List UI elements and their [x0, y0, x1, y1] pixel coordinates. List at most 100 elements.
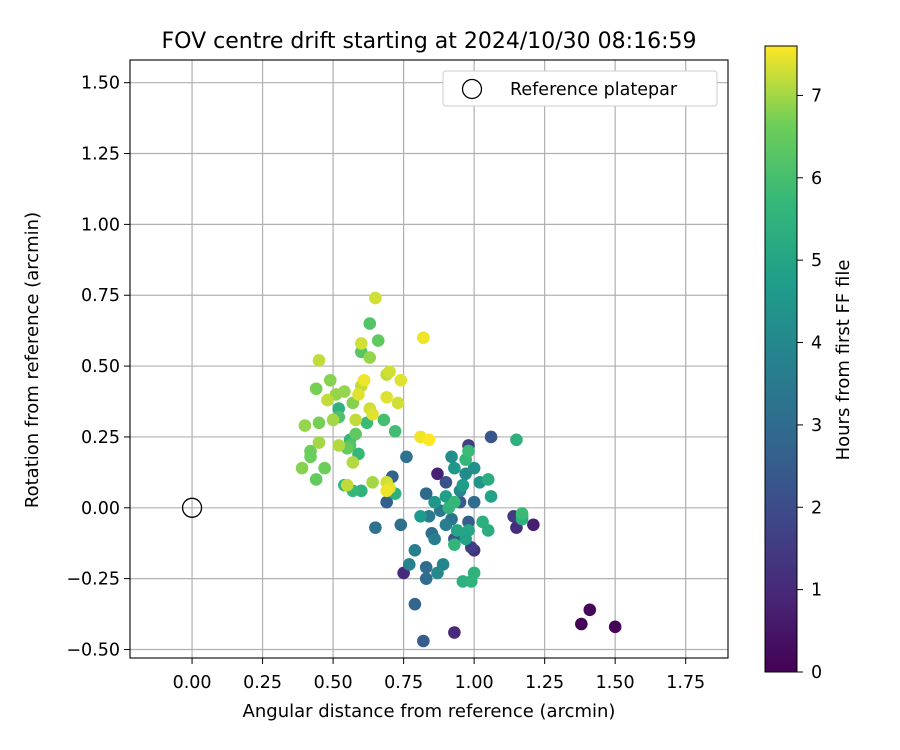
data-point — [419, 561, 433, 574]
colorbar-tick-label: 2 — [811, 498, 822, 518]
colorbar-tick-label: 0 — [811, 663, 822, 683]
data-point — [467, 495, 481, 509]
data-point — [608, 620, 622, 634]
y-tick-label: 1.25 — [81, 145, 120, 165]
data-point — [394, 518, 408, 532]
legend-marker-icon — [461, 78, 483, 100]
colorbar-tick-label: 1 — [811, 581, 822, 601]
reference-layer — [181, 497, 203, 518]
data-point — [417, 634, 430, 648]
data-point — [312, 436, 326, 449]
y-tick-label: 0.00 — [81, 499, 120, 519]
data-point — [349, 413, 362, 427]
y-tick-label: 0.25 — [81, 428, 120, 448]
colorbar: 0 1 2 3 4 5 6 7 — [764, 45, 822, 683]
data-point — [363, 317, 377, 330]
reference-point-marker — [181, 497, 203, 518]
data-point — [467, 461, 481, 475]
colorbar-gradient — [764, 45, 798, 673]
data-point — [321, 393, 334, 407]
data-point — [394, 373, 408, 387]
colorbar-label: Hours from first FF file — [833, 260, 854, 461]
data-point — [439, 518, 453, 532]
data-point — [349, 427, 362, 441]
y-tick-label: 1.00 — [81, 215, 120, 235]
colorbar-tick-label: 6 — [811, 169, 822, 189]
x-tick-label: 1.50 — [596, 673, 635, 693]
data-point — [417, 331, 430, 345]
data-point — [484, 430, 498, 444]
data-point — [383, 365, 396, 379]
data-point — [428, 532, 441, 546]
data-point — [352, 388, 365, 401]
y-axis-label: Rotation from reference (arcmin) — [22, 212, 43, 508]
data-point — [575, 617, 588, 631]
data-point — [419, 487, 433, 500]
data-point — [402, 558, 416, 571]
x-tick-label: 1.00 — [455, 673, 494, 693]
data-point — [428, 495, 441, 509]
axes: 0.00 0.25 0.50 0.75 1.00 1.25 1.50 1.75 −0.50 −0.… — [66, 59, 729, 693]
data-point — [340, 478, 354, 492]
data-point — [414, 509, 427, 523]
data-point — [318, 461, 331, 475]
data-point — [391, 396, 405, 410]
data-point — [431, 566, 444, 580]
data-point — [366, 407, 379, 421]
data-point — [422, 433, 436, 447]
data-point — [448, 495, 461, 509]
x-tick-label: 0.00 — [173, 673, 212, 693]
data-point — [419, 572, 433, 585]
data-point — [388, 424, 402, 438]
data-point — [450, 524, 464, 537]
data-point — [380, 484, 393, 498]
data-point — [583, 603, 597, 617]
data-point — [380, 495, 393, 509]
legend: Reference platepar — [442, 70, 718, 107]
y-tick-label: 0.75 — [81, 286, 120, 306]
data-point — [332, 439, 346, 452]
data-point — [312, 354, 326, 367]
data-point — [484, 490, 498, 503]
data-point — [448, 538, 461, 551]
data-point — [295, 461, 309, 475]
y-tick-label: 0.50 — [81, 357, 120, 377]
data-points — [295, 291, 622, 648]
data-point — [481, 473, 495, 486]
data-point — [312, 416, 326, 430]
data-point — [369, 521, 382, 534]
data-point — [456, 478, 470, 492]
data-point — [448, 461, 461, 475]
grid — [130, 60, 728, 658]
x-tick-label: 1.25 — [525, 673, 564, 693]
data-point — [439, 475, 453, 489]
data-point — [355, 337, 368, 350]
legend-box — [442, 70, 718, 107]
colorbar-tick-label: 7 — [811, 86, 822, 106]
data-point — [357, 373, 371, 387]
data-point — [309, 382, 323, 396]
data-point — [377, 413, 391, 427]
data-point — [467, 566, 481, 580]
data-point — [298, 419, 312, 432]
y-tick-label: 1.50 — [81, 74, 120, 94]
data-point — [371, 334, 385, 347]
data-point — [366, 475, 379, 489]
data-point — [515, 507, 529, 520]
data-point — [431, 467, 444, 481]
data-point — [462, 524, 475, 537]
x-tick-label: 0.50 — [314, 673, 353, 693]
x-axis-label: Angular distance from reference (arcmin) — [243, 701, 616, 722]
data-point — [476, 515, 489, 529]
data-point — [304, 450, 317, 464]
data-point — [527, 518, 540, 532]
x-tick-label: 1.75 — [666, 673, 705, 693]
data-point — [448, 626, 461, 639]
data-point — [369, 291, 382, 305]
data-point — [408, 544, 422, 557]
legend-label: Reference platepar — [510, 80, 678, 100]
data-point — [380, 390, 393, 404]
data-point — [510, 433, 523, 447]
plot-frame — [129, 59, 729, 659]
